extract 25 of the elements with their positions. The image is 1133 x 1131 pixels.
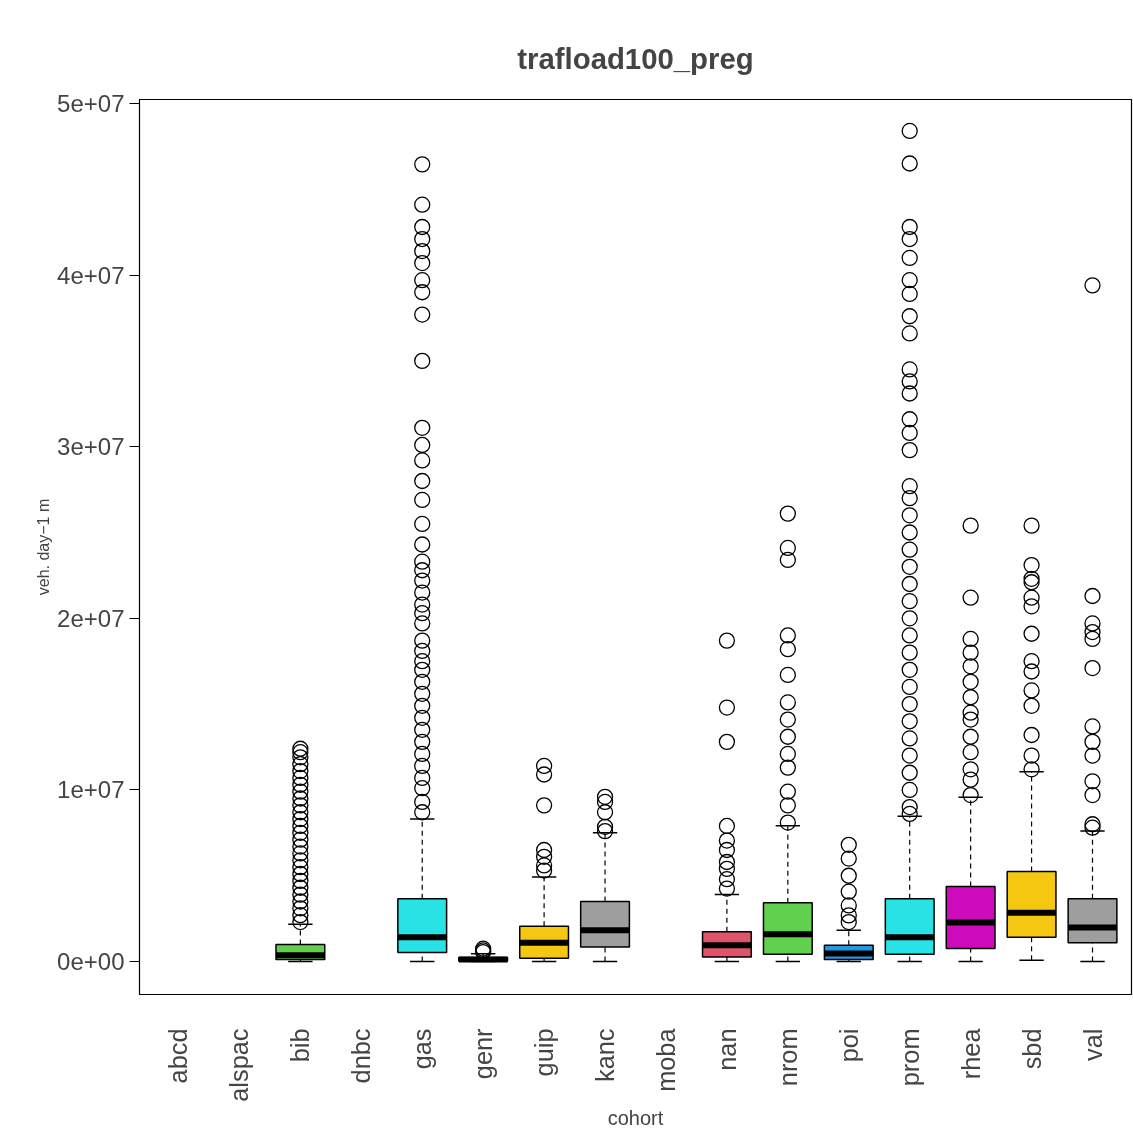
y-tick-label: 4e+07 <box>57 261 125 289</box>
x-tick-label: nan <box>712 1028 741 1071</box>
x-axis-title: cohort <box>607 1106 664 1129</box>
y-tick-label: 0e+00 <box>57 948 125 976</box>
x-tick-label: dnbc <box>347 1028 376 1084</box>
x-tick-label: rhea <box>956 1027 985 1080</box>
x-tick-label: gas <box>408 1028 437 1070</box>
y-tick-label: 1e+07 <box>57 776 125 804</box>
x-tick-label: abcd <box>164 1028 193 1084</box>
x-tick-label: moba <box>651 1027 680 1092</box>
x-tick-label: kanc <box>591 1028 620 1082</box>
x-tick-label: sbd <box>1017 1028 1046 1070</box>
chart-title: trafload100_preg <box>517 41 754 75</box>
y-axis-title: veh. day−1 m <box>35 498 53 596</box>
x-tick-label: guip <box>530 1028 559 1077</box>
x-tick-label: genr <box>469 1027 498 1080</box>
x-tick-label: poi <box>834 1028 863 1063</box>
y-tick-label: 2e+07 <box>57 604 125 632</box>
y-tick-label: 3e+07 <box>57 433 125 461</box>
x-tick-label: prom <box>895 1028 924 1087</box>
x-tick-label: val <box>1078 1028 1107 1061</box>
x-tick-label: alspac <box>225 1028 254 1102</box>
x-tick-label: bib <box>286 1028 315 1063</box>
y-tick-label: 5e+07 <box>57 89 125 117</box>
x-tick-label: nrom <box>773 1028 802 1087</box>
